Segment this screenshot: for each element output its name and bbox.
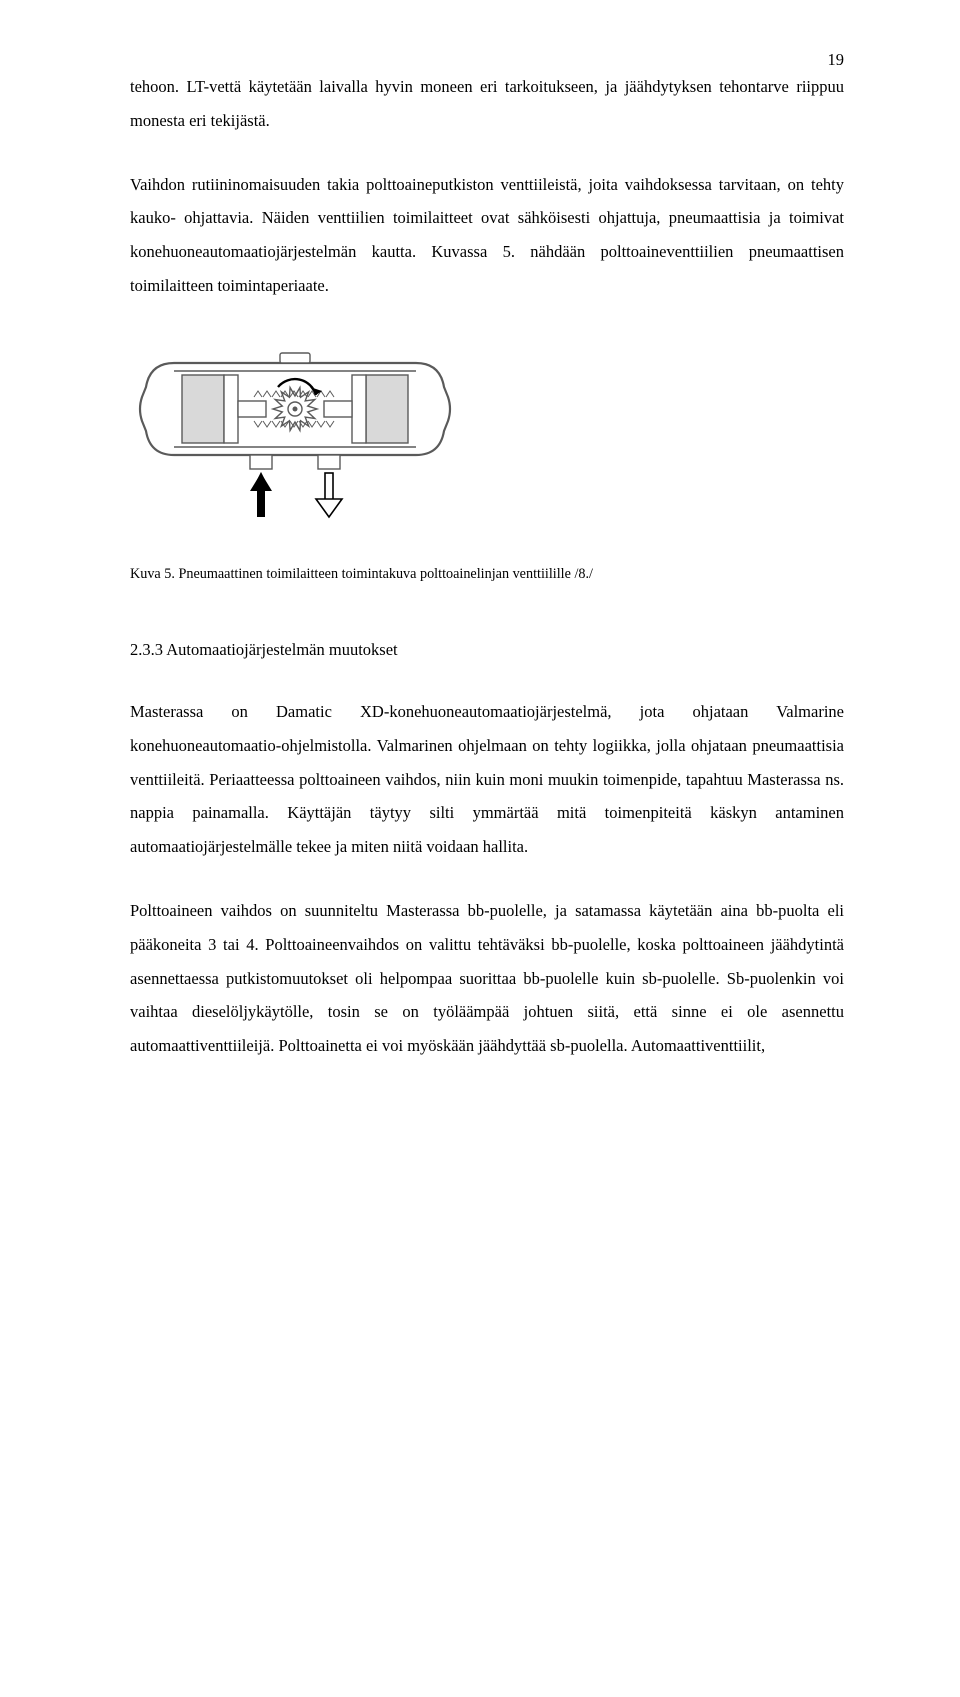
- paragraph-2: Vaihdon rutiininomaisuuden takia polttoa…: [130, 168, 844, 303]
- page-number: 19: [828, 52, 845, 69]
- paragraph-4: Polttoaineen vaihdos on suunniteltu Mast…: [130, 894, 844, 1063]
- section-heading-2-3-3: 2.3.3 Automaatiojärjestelmän muutokset: [130, 633, 844, 667]
- figure-5-caption: Kuva 5. Pneumaattinen toimilaitteen toim…: [130, 564, 844, 585]
- figure-5: Kuva 5. Pneumaattinen toimilaitteen toim…: [130, 339, 844, 585]
- paragraph-1: tehoon. LT-vettä käytetään laivalla hyvi…: [130, 70, 844, 138]
- actuator-diagram: [130, 339, 460, 534]
- paragraph-3: Masterassa on Damatic XD-konehuoneautoma…: [130, 695, 844, 864]
- page: 19 tehoon. LT-vettä käytetään laivalla h…: [0, 0, 960, 1697]
